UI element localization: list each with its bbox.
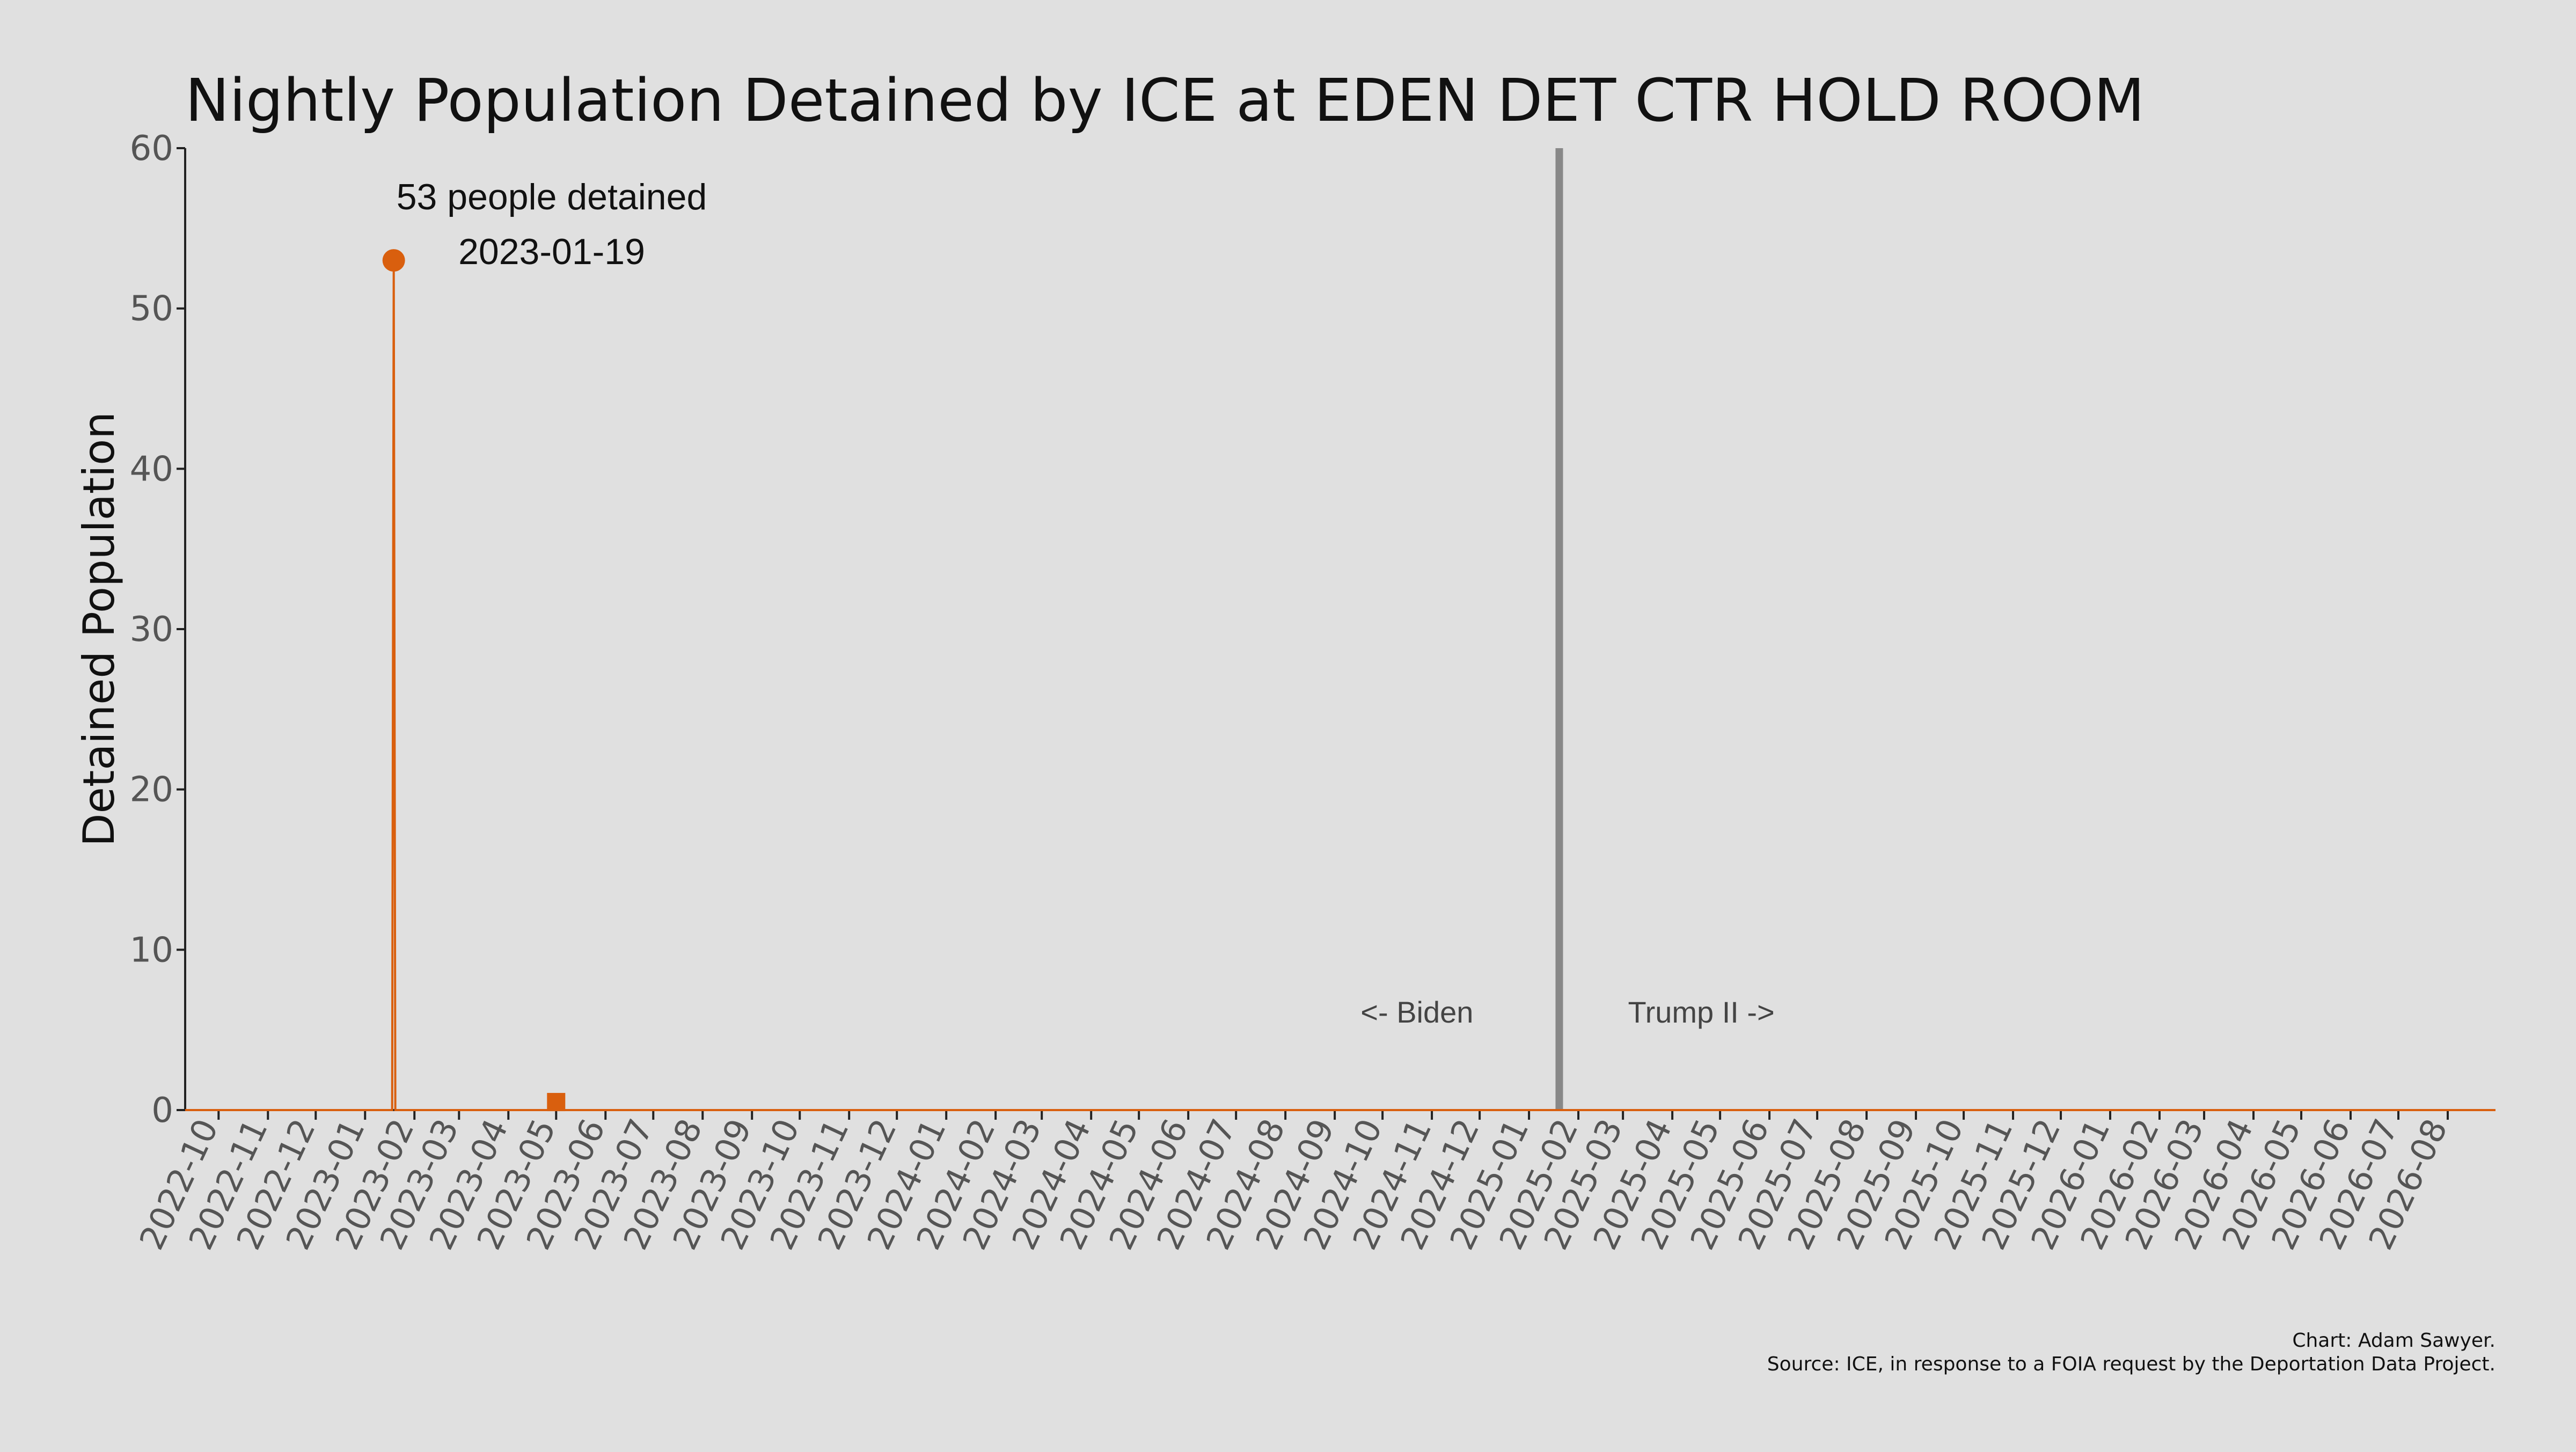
peak-annotation-date: 2023-01-19 bbox=[458, 231, 645, 272]
y-tick-label: 0 bbox=[151, 1091, 173, 1130]
y-axis-title: Detained Population bbox=[74, 412, 124, 847]
y-tick-label: 30 bbox=[130, 610, 173, 650]
latest-marker bbox=[547, 1093, 566, 1112]
chart-title: Nightly Population Detained by ICE at ED… bbox=[185, 66, 2145, 135]
y-tick-label: 40 bbox=[130, 449, 173, 489]
peak-annotation-count: 53 people detained bbox=[397, 177, 707, 217]
caption-source: Source: ICE, in response to a FOIA reque… bbox=[1767, 1353, 2496, 1375]
plot-area: 01020304050602022-102022-112022-122023-0… bbox=[130, 129, 2496, 1256]
series-line bbox=[185, 260, 2496, 1111]
peak-marker bbox=[382, 249, 405, 272]
y-tick-label: 50 bbox=[130, 289, 173, 329]
y-tick-label: 60 bbox=[130, 129, 173, 169]
biden-era-label: <- Biden bbox=[1360, 995, 1473, 1029]
y-tick-label: 10 bbox=[130, 930, 173, 970]
trump-era-label: Trump II -> bbox=[1628, 995, 1774, 1029]
y-tick-label: 20 bbox=[130, 770, 173, 810]
caption-credit: Chart: Adam Sawyer. bbox=[2292, 1330, 2496, 1352]
